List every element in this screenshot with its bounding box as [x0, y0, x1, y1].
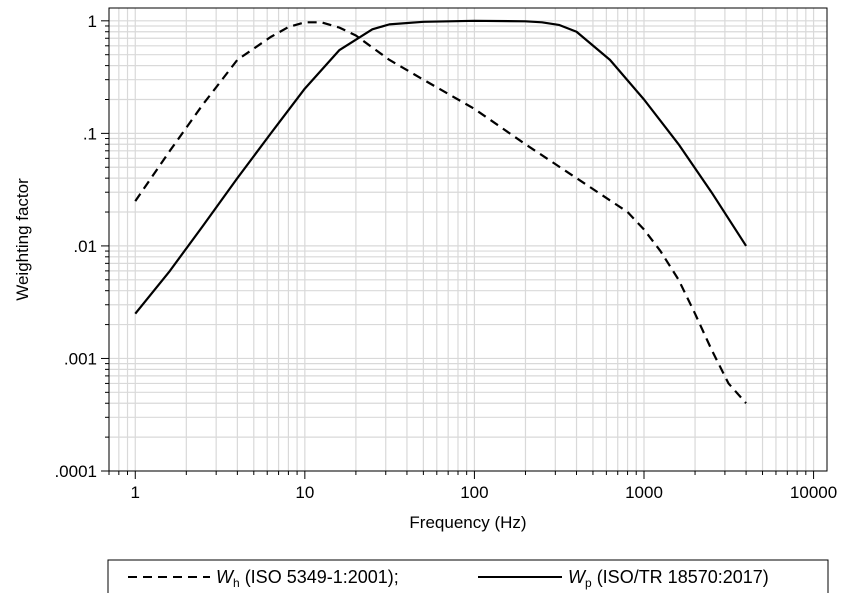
legend-label-wh: Wh (ISO 5349-1:2001); — [216, 567, 399, 590]
legend-rest-wh: (ISO 5349-1:2001); — [240, 567, 399, 587]
legend-frame — [107, 559, 829, 593]
axis-ticks: 1 10 100 1000 10000 .0001 .001 .01 .1 1 — [54, 12, 837, 502]
y-tick-label: .1 — [83, 124, 97, 143]
y-tick-label: 1 — [88, 12, 97, 31]
x-tick-label: 100 — [460, 483, 488, 502]
x-tick-label: 1 — [131, 483, 140, 502]
legend-rest-wp: (ISO/TR 18570:2017) — [592, 567, 769, 587]
y-axis-title: Weighting factor — [13, 178, 32, 301]
legend-label-wp: Wp (ISO/TR 18570:2017) — [568, 567, 769, 590]
grid — [108, 8, 827, 472]
plot-frame — [108, 7, 828, 472]
legend-symbol-wp: W — [568, 567, 587, 587]
x-tick-label: 1000 — [625, 483, 663, 502]
x-tick-label: 10 — [295, 483, 314, 502]
x-axis-title: Frequency (Hz) — [409, 513, 526, 532]
series-lines — [134, 19, 748, 404]
legend-subscript-wp: p — [585, 576, 592, 590]
legend: Wh (ISO 5349-1:2001); Wp (ISO/TR 18570:2… — [107, 559, 829, 593]
legend-symbol-wh: W — [216, 567, 235, 587]
y-tick-label: .0001 — [54, 462, 97, 481]
series-line-wh — [134, 21, 747, 404]
y-tick-label: .001 — [64, 349, 97, 368]
series-line-wp — [134, 19, 748, 315]
legend-subscript-wh: h — [233, 576, 240, 590]
x-tick-label: 10000 — [790, 483, 837, 502]
y-tick-label: .01 — [73, 237, 97, 256]
